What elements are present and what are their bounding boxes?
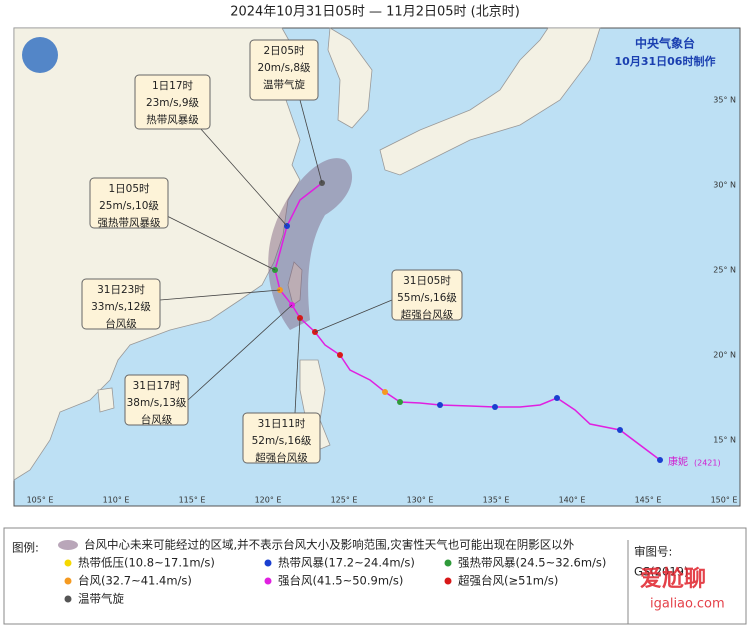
watermark-url: igaliao.com [650, 597, 725, 612]
legend-label: 温带气旋 [78, 592, 124, 606]
legend-swatch [64, 559, 72, 567]
annotation-box [81, 278, 161, 330]
legend-label: 强热带风暴(24.5~32.6m/s) [458, 556, 606, 570]
probability-cone [268, 158, 353, 330]
annotation-box [89, 177, 169, 229]
latitude-label: 30° N [713, 181, 736, 190]
legend-label: 热带风暴(17.2~24.4m/s) [278, 556, 415, 570]
land [13, 27, 601, 481]
track [274, 182, 661, 461]
annotation-box [391, 269, 463, 321]
longitude-label: 110° E [103, 496, 130, 505]
annotation-line: 2日05时 [263, 45, 305, 57]
legend-items: 热带低压(10.8~17.1m/s) 热带风暴(17.2~24.4m/s) 强热带风… [64, 556, 606, 606]
annotation-line: 52m/s,16级 [252, 435, 312, 447]
annotation-line: 31日11时 [258, 418, 306, 430]
legend-label: 台风(32.7~41.4m/s) [78, 574, 192, 588]
annotation-line: 台风级 [105, 317, 137, 330]
legend-swatch [264, 577, 272, 585]
annotation-line: 23m/s,9级 [146, 97, 200, 109]
cone-note: 台风中心未来可能经过的区域,并不表示台风大小及影响范围,灾害性天气也可能出现在阴… [84, 538, 575, 552]
title: 2024年10月31日05时 — 11月2日05时 (北京时) [230, 5, 520, 20]
annotation-line: 33m/s,12级 [91, 301, 151, 313]
annotation-line: 31日17时 [133, 380, 181, 392]
annotation-line: 20m/s,8级 [257, 62, 311, 74]
annotation-line: 1日17时 [152, 80, 194, 92]
annotation-line: 31日05时 [403, 275, 451, 287]
annotation-box [124, 374, 189, 426]
approval-label: 审图号: [634, 545, 672, 559]
legend-box [3, 527, 747, 625]
approval-number: GS(2019) [634, 565, 688, 579]
annotation-line: 55m/s,16级 [397, 292, 457, 304]
annotation-line: 强热带风暴级 [98, 216, 161, 229]
annotation-box [249, 39, 319, 101]
longitude-label: 120° E [255, 496, 282, 505]
longitude-label: 150° E [711, 496, 738, 505]
annotation-line: 台风级 [141, 413, 173, 426]
longitude-label: 145° E [635, 496, 662, 505]
annotation-line: 温带气旋 [263, 78, 305, 91]
leader-lines [159, 99, 393, 414]
graticule-labels: 105° E 110° E 115° E 120° E 125° E 130° E 135°… [27, 96, 738, 505]
annotation-line: 1日05时 [108, 183, 150, 195]
cone-swatch [58, 540, 78, 550]
issuer: 中央气象台 [635, 36, 695, 51]
longitude-label: 125° E [331, 496, 358, 505]
legend-label: 强台风(41.5~50.9m/s) [278, 574, 403, 588]
latitude-label: 20° N [713, 351, 736, 360]
typhoon-number: (2421) [694, 459, 721, 468]
legend-swatch [444, 577, 452, 585]
legend-swatch [444, 559, 452, 567]
annotation-line: 超强台风级 [255, 451, 308, 464]
latitude-label: 35° N [713, 96, 736, 105]
annotation-line: 25m/s,10级 [99, 200, 159, 212]
legend-swatch [64, 595, 72, 603]
legend-swatch [64, 577, 72, 585]
longitude-label: 130° E [407, 496, 434, 505]
annotation-line: 38m/s,13级 [127, 397, 187, 409]
legend-title: 图例: [12, 541, 39, 555]
annotation-box [242, 412, 321, 464]
watermark-name: 爱尬聊 [640, 566, 706, 592]
annotation-line: 超强台风级 [401, 308, 454, 321]
issue-time: 10月31日06时制作 [615, 54, 716, 68]
annotation-line: 31日23时 [97, 284, 145, 296]
latitude-label: 15° N [713, 436, 736, 445]
longitude-label: 115° E [179, 496, 206, 505]
logo [22, 37, 58, 73]
annotation-box [134, 74, 211, 130]
legend-swatch [264, 559, 272, 567]
typhoon-name: 康妮 [668, 455, 688, 468]
longitude-label: 140° E [559, 496, 586, 505]
latitude-label: 25° N [713, 266, 736, 275]
longitude-label: 105° E [27, 496, 54, 505]
longitude-label: 135° E [483, 496, 510, 505]
legend-label: 超强台风(≥51m/s) [458, 574, 558, 588]
annotation-line: 热带风暴级 [146, 113, 199, 126]
legend-label: 热带低压(10.8~17.1m/s) [78, 556, 215, 570]
